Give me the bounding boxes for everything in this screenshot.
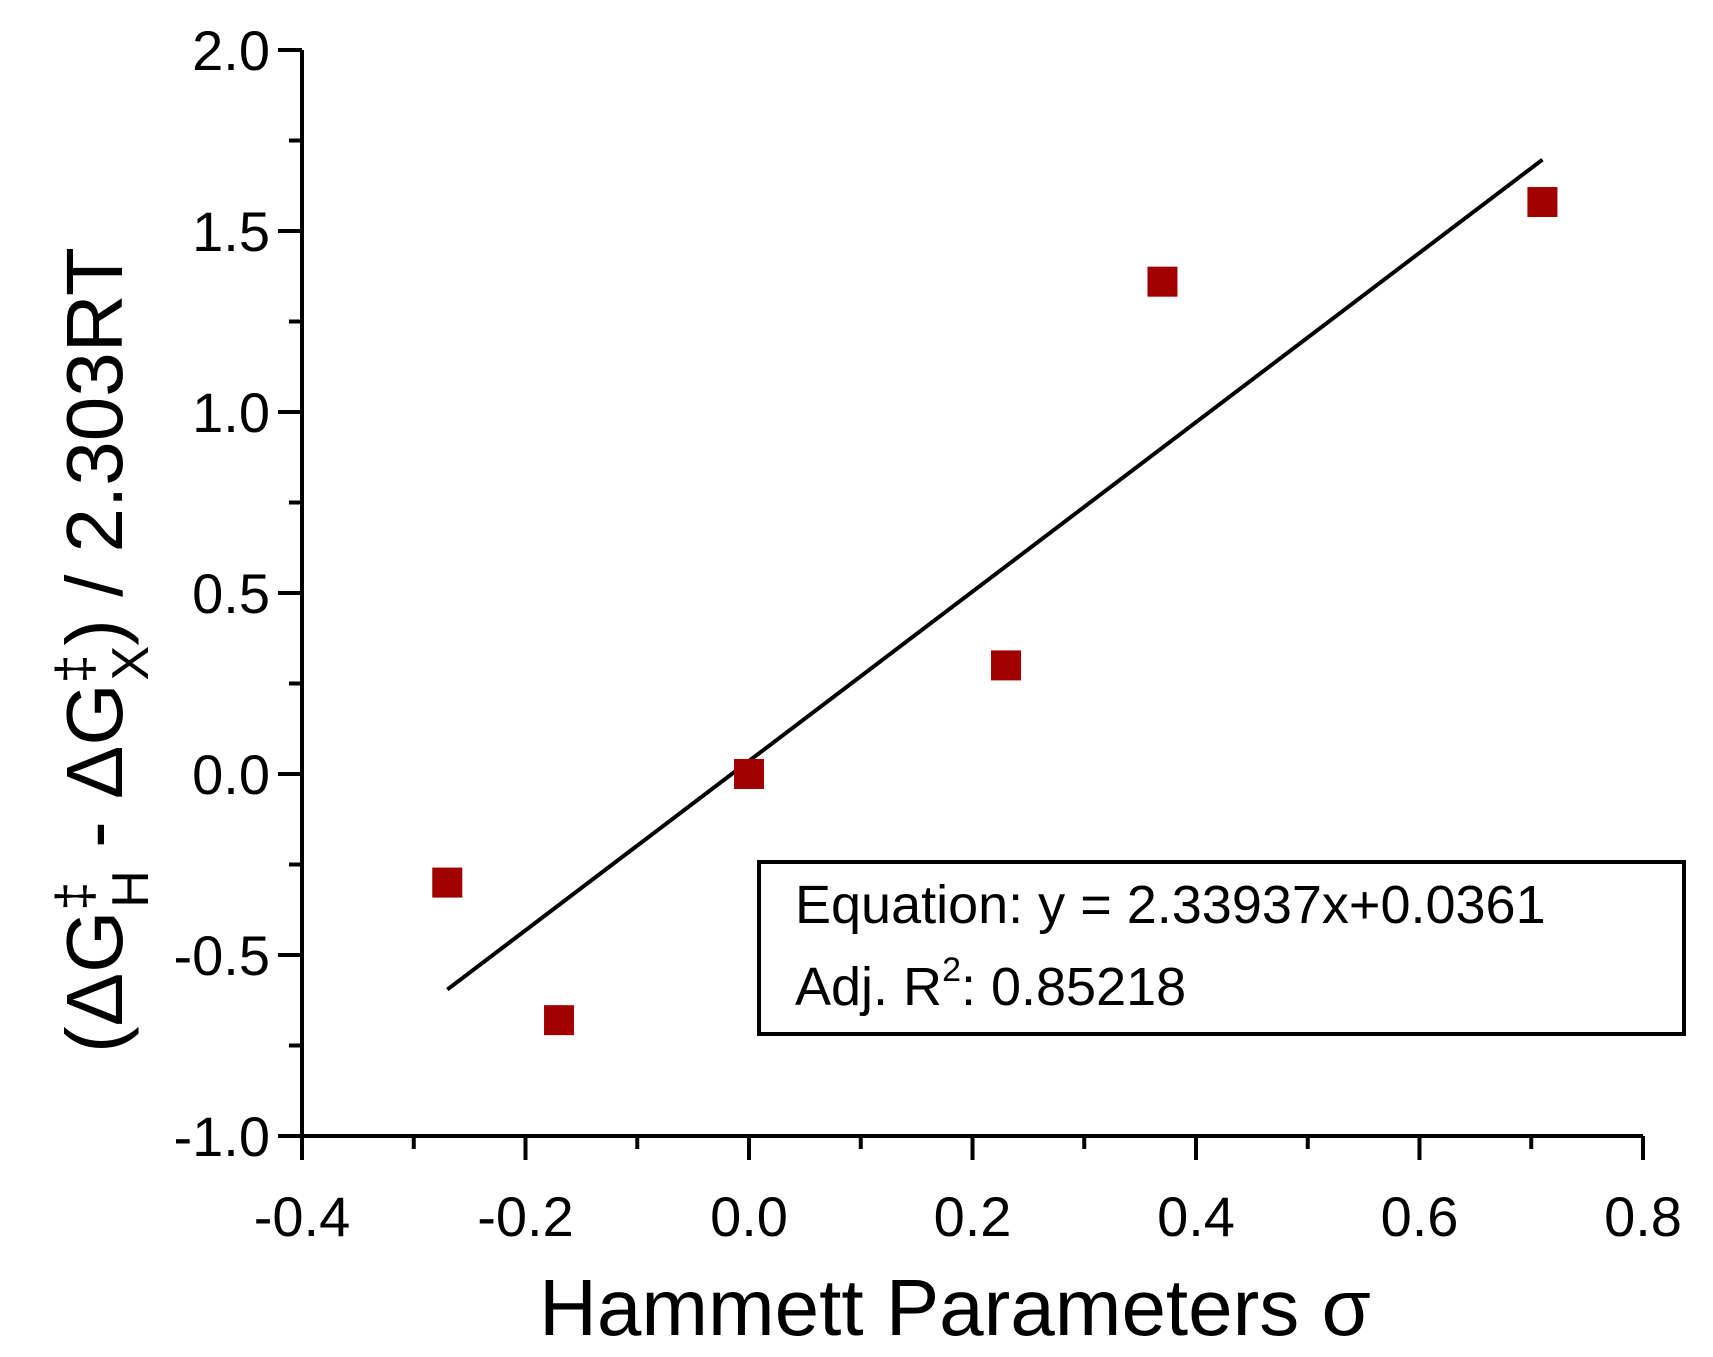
- data-point: [1147, 266, 1178, 297]
- y-title-open: (ΔG: [50, 911, 139, 1053]
- equation-box: Equation: y = 2.33937x+0.0361 Adj. R2: 0…: [757, 860, 1686, 1036]
- data-point: [1527, 187, 1558, 218]
- y-axis-title: (ΔG‡H - ΔG‡X) / 2.303RT: [46, 247, 160, 1053]
- y-axis-ticks: -1.0 -0.5 0.0 0.5 1.0 1.5 2.0: [174, 19, 302, 1168]
- y-tick-label: -1.0: [174, 1105, 271, 1168]
- y-tick-label: 0.5: [192, 562, 270, 625]
- y-title-mid: - ΔG: [50, 683, 139, 870]
- x-tick-label: 0.2: [934, 1185, 1012, 1248]
- x-tick-label: 0.4: [1157, 1185, 1235, 1248]
- r2-sup: 2: [942, 951, 961, 989]
- x-tick-label: 0.6: [1381, 1185, 1459, 1248]
- y-tick-label: 1.5: [192, 200, 270, 263]
- y-title-sub-x: X: [102, 646, 160, 681]
- x-tick-label: -0.4: [254, 1185, 351, 1248]
- y-tick-label: 2.0: [192, 19, 270, 82]
- data-points: [432, 187, 1558, 1036]
- x-axis-ticks: -0.4 -0.2 0.0 0.2 0.4 0.6 0.8: [254, 1136, 1682, 1248]
- equation-box-border: [757, 860, 1686, 1036]
- y-tick-label: -0.5: [174, 924, 271, 987]
- data-point: [544, 1005, 575, 1036]
- r2-text: Adj. R2: 0.85218: [795, 951, 1186, 1017]
- fit-line: [446, 158, 1544, 992]
- data-point: [432, 867, 463, 898]
- y-title-sup-x: ‡: [46, 654, 104, 683]
- y-title-sup-h: ‡: [46, 882, 104, 911]
- data-point: [734, 759, 764, 789]
- x-tick-label: 0.0: [710, 1185, 788, 1248]
- x-tick-label: -0.2: [477, 1185, 574, 1248]
- data-point: [991, 650, 1022, 681]
- r2-prefix: Adj. R: [795, 957, 942, 1017]
- y-tick-label: 1.0: [192, 381, 270, 444]
- r2-suffix: : 0.85218: [961, 957, 1186, 1017]
- y-title-sub-h: H: [102, 870, 160, 908]
- fit-line-group: [446, 158, 1544, 992]
- x-tick-label: 0.8: [1604, 1185, 1682, 1248]
- x-axis-title: Hammett Parameters σ: [539, 1263, 1371, 1352]
- y-tick-label: 0.0: [192, 743, 270, 806]
- equation-text: Equation: y = 2.33937x+0.0361: [795, 875, 1546, 935]
- y-title-close: ) / 2.303RT: [50, 247, 139, 646]
